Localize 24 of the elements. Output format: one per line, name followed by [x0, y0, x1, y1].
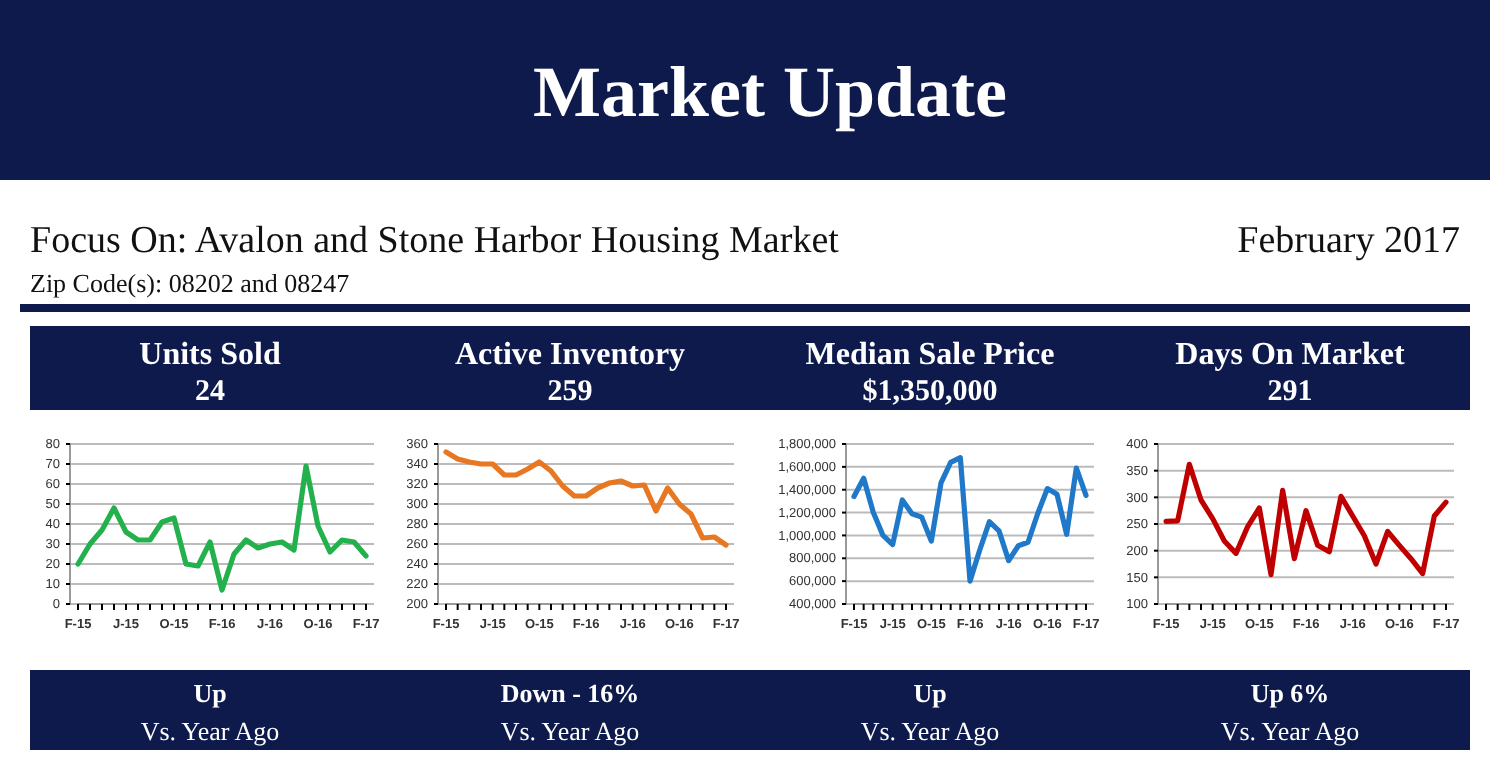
text: Zip Code(s): 08202 and 08247 [30, 268, 351, 298]
chart-subtitle: 291 [1267, 376, 1313, 408]
text: February 2017 [1237, 220, 1460, 262]
text: Focus On: Avalon and Stone Harbor Housing Market [30, 220, 841, 262]
text: Vs. Year Ago [860, 716, 1000, 746]
chart-title: Days On Market [1175, 338, 1406, 372]
chart-title: Units Sold [139, 338, 281, 372]
text: Up 6% [1250, 678, 1330, 708]
line-series [1163, 461, 1449, 578]
chart-subtitle: 259 [547, 376, 593, 408]
text: Market Update [533, 52, 1007, 132]
chart-subtitle: $1,350,000 [862, 376, 998, 408]
text: Vs. Year Ago [1220, 716, 1360, 746]
chart-subtitle: 24 [195, 376, 226, 408]
chart-title: Median Sale Price [805, 338, 1055, 372]
text: Down - 16% [500, 678, 640, 708]
text: Up [913, 678, 947, 708]
line-series [75, 463, 369, 593]
line-series [851, 455, 1089, 584]
chart-title: Active Inventory [454, 338, 686, 372]
text: Vs. Year Ago [500, 716, 640, 746]
text: Vs. Year Ago [140, 716, 280, 746]
text: Up [193, 678, 227, 708]
line-series [443, 449, 729, 548]
